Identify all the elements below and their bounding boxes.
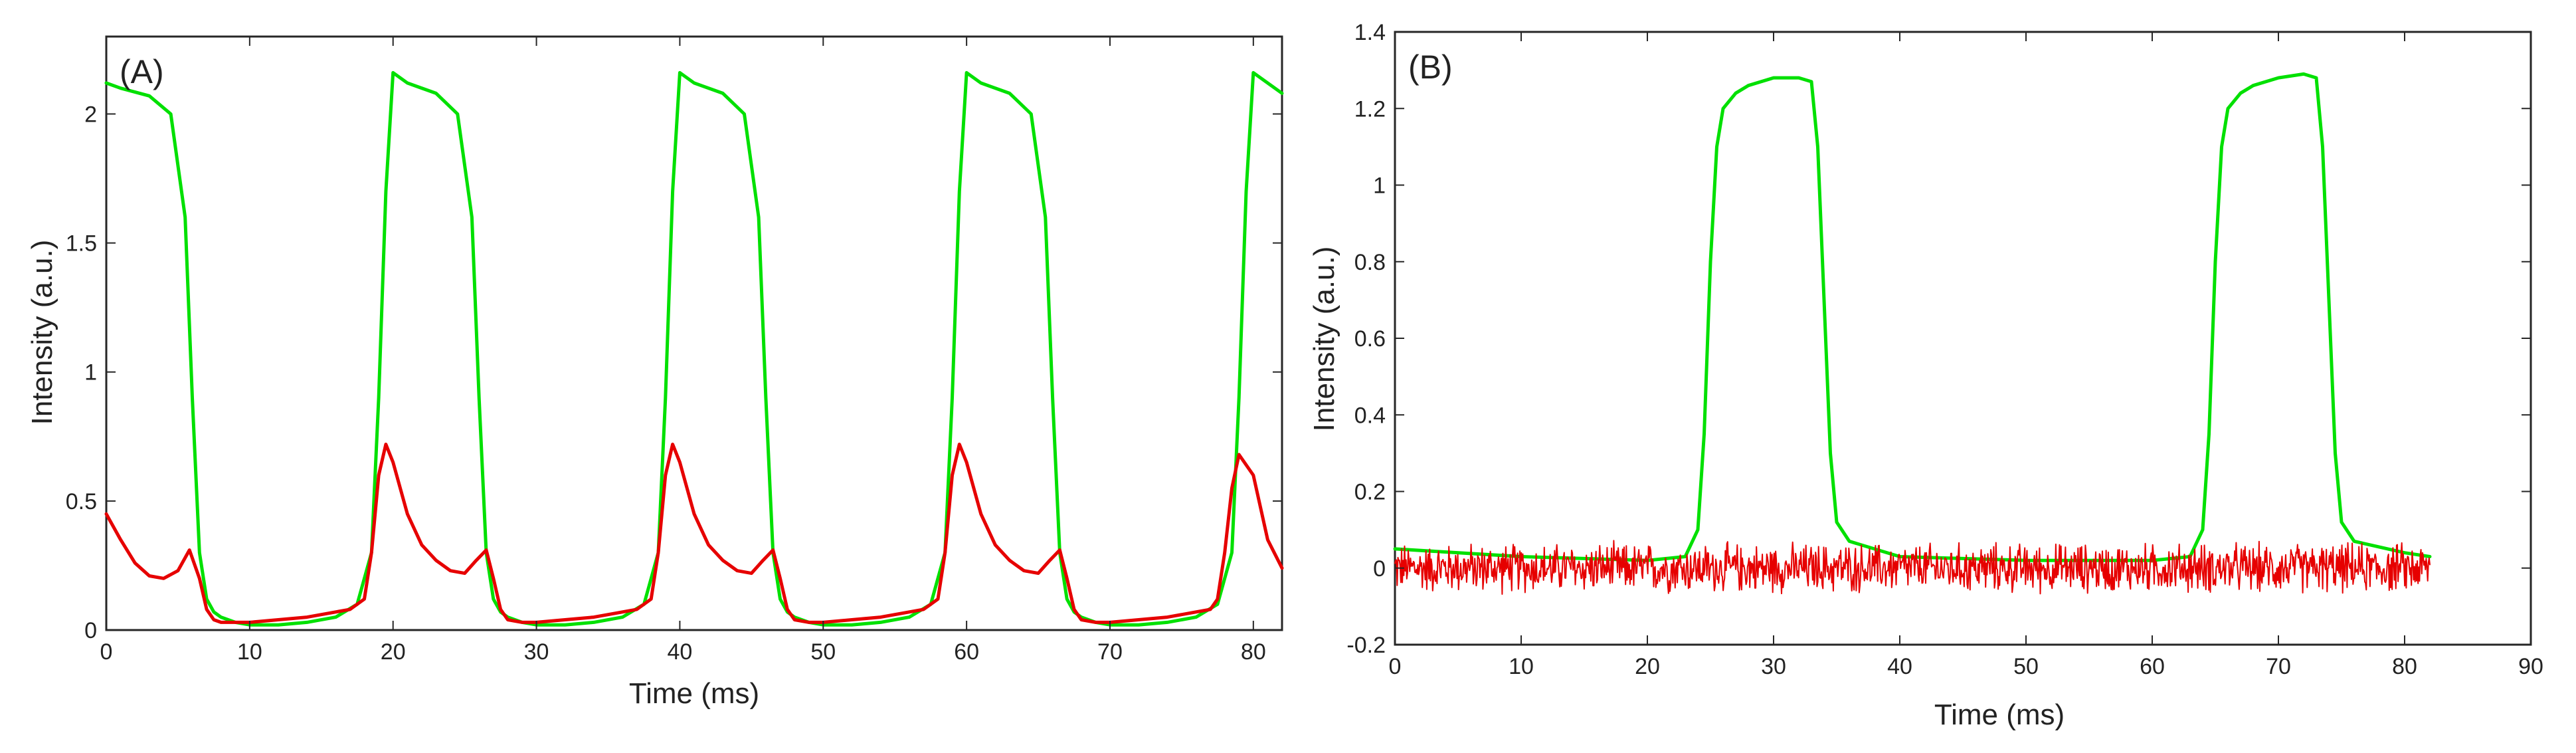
panel-a-x-axis-title: Time (ms) (629, 677, 759, 710)
panel-a-x-tick-label: 70 (1097, 639, 1123, 665)
panel-a-plot-frame (105, 35, 1283, 631)
panel-b-y-axis-title: Intensity (a.u.) (1308, 247, 1340, 432)
panel-a-label: (A) (120, 53, 164, 90)
panel-b-x-tick-label: 50 (2013, 654, 2039, 679)
panel-a-y-tick-label: 1 (84, 360, 97, 385)
panel-b-series-red (1394, 540, 2431, 595)
panel-a-ticks: 0 10 20 30 40 50 60 70 80 0 0.5 1 1.5 2 (66, 37, 1282, 665)
panel-b-y-tick-label: 0.8 (1354, 250, 1386, 275)
panel-b: 0 10 20 30 40 50 60 70 80 90-0.200.20.40.60.811.2… (1308, 20, 2543, 731)
panel-a-y-tick-label: 0.5 (66, 489, 97, 514)
panel-b-plot-frame (1394, 31, 2532, 646)
panel-a-x-tick-label: 20 (381, 639, 406, 665)
panel-b-y-tick-label: 1.2 (1354, 96, 1386, 122)
panel-a-x-tick-label: 50 (810, 639, 836, 665)
panel-b-x-tick-label: 80 (2392, 654, 2417, 679)
panel-b-x-tick-label: 60 (2140, 654, 2165, 679)
panel-b-series-green (1393, 72, 2432, 562)
panel-b-y-tick-label: 0.2 (1354, 480, 1386, 505)
panel-a-x-tick-label: 0 (100, 639, 113, 665)
panel-a-x-tick-label: 80 (1241, 639, 1266, 665)
panel-a-y-tick-label: 1.5 (66, 231, 97, 257)
panel-a-y-tick-label: 0 (84, 618, 97, 643)
panel-a-x-tick-label: 60 (954, 639, 979, 665)
panel-a-x-tick-label: 10 (237, 639, 262, 665)
panel-b-x-tick-label: 90 (2518, 654, 2543, 679)
panel-b-y-tick-label: 0 (1373, 556, 1386, 582)
panel-b-label: (B) (1408, 49, 1453, 86)
panel-a-series-red (104, 443, 1284, 624)
panel-b-x-tick-label: 30 (1761, 654, 1786, 679)
panel-b-x-tick-label: 40 (1887, 654, 1912, 679)
panel-a-x-tick-label: 40 (668, 639, 693, 665)
panel-b-y-tick-label: 0.4 (1354, 403, 1386, 428)
panel-b-ticks: 0 10 20 30 40 50 60 70 80 90-0.200.20.40.60.811.2… (1346, 20, 2543, 679)
panel-a-series-green (104, 70, 1284, 627)
panel-b-y-tick-label: 1 (1373, 173, 1386, 199)
panel-b-y-tick-label: 0.6 (1354, 326, 1386, 352)
panel-b-y-tick-label: -0.2 (1346, 633, 1386, 658)
panel-a-x-tick-label: 30 (524, 639, 549, 665)
panel-b-x-tick-label: 0 (1389, 654, 1402, 679)
panel-b-x-tick-label: 10 (1509, 654, 1534, 679)
panel-a: 0 10 20 30 40 50 60 70 80 0 0.5 1 1.5 2 (A) Time (ms)… (26, 35, 1284, 710)
panel-b-series (1393, 72, 2432, 595)
panel-a-y-axis-title: Intensity (a.u.) (26, 240, 58, 425)
panel-b-x-tick-label: 20 (1635, 654, 1660, 679)
panel-b-x-axis-title: Time (ms) (1934, 699, 2065, 731)
panel-a-y-tick-label: 2 (84, 102, 97, 127)
panel-a-series (104, 70, 1284, 627)
panel-b-x-tick-label: 70 (2266, 654, 2291, 679)
panel-b-y-tick-label: 1.4 (1354, 20, 1386, 45)
